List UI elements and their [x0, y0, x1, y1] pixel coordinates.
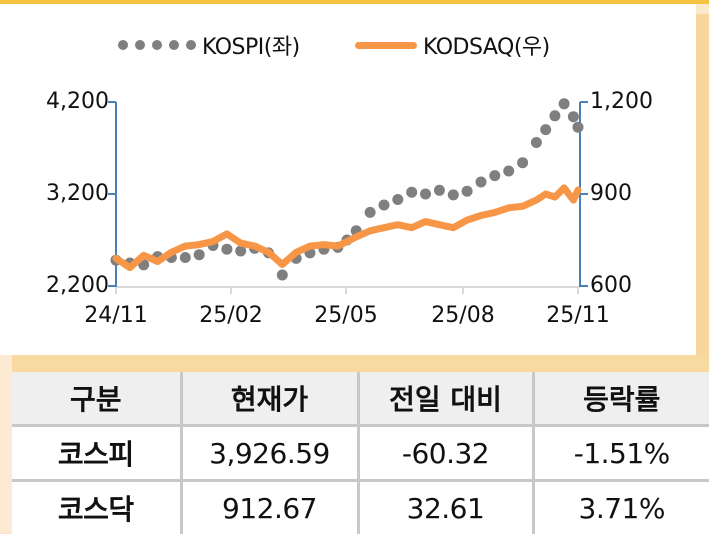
table-row: 코스닥 912.67 32.61 3.71%: [12, 481, 709, 534]
row-kosdaq-rate: 3.71%: [533, 481, 709, 534]
header-category: 구분: [12, 372, 181, 426]
table-row: 코스피 3,926.59 -60.32 -1.51%: [12, 426, 709, 481]
chart-plot: [0, 0, 709, 360]
header-current-price: 현재가: [181, 372, 358, 426]
row-kosdaq-label: 코스닥: [12, 481, 181, 534]
row-kospi-price: 3,926.59: [181, 426, 358, 481]
row-kosdaq-change: 32.61: [358, 481, 533, 534]
index-table: 구분 현재가 전일 대비 등락률 코스피 3,926.59 -60.32 -1.…: [12, 372, 709, 534]
table-header-row: 구분 현재가 전일 대비 등락률: [12, 372, 709, 426]
x-axis: [116, 287, 580, 294]
header-change: 전일 대비: [358, 372, 533, 426]
left-side-strip: [0, 355, 12, 533]
row-kospi-change: -60.32: [358, 426, 533, 481]
row-kospi-label: 코스피: [12, 426, 181, 481]
header-change-rate: 등락률: [533, 372, 709, 426]
kospi-series: [111, 98, 584, 280]
row-kosdaq-price: 912.67: [181, 481, 358, 534]
row-kospi-rate: -1.51%: [533, 426, 709, 481]
